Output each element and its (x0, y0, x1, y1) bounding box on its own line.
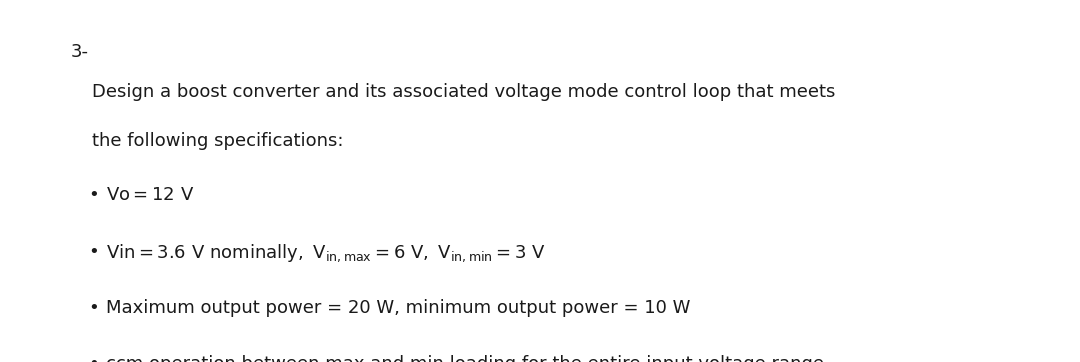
Text: $\mathregular{Vo} = 12\ \mathregular{V}$: $\mathregular{Vo} = 12\ \mathregular{V}$ (106, 186, 194, 205)
Text: Design a boost converter and its associated voltage mode control loop that meets: Design a boost converter and its associa… (92, 83, 835, 101)
Text: •: • (89, 299, 99, 317)
Text: •: • (89, 243, 99, 261)
Text: •: • (89, 186, 99, 205)
Text: ccm operation between max and min loading for the entire input voltage range: ccm operation between max and min loadin… (106, 355, 824, 362)
Text: $\mathregular{Vin} = 3.6\ \mathregular{V\ nominally,\ V}_{\mathregular{in,max}} : $\mathregular{Vin} = 3.6\ \mathregular{V… (106, 243, 545, 264)
Text: 3-: 3- (70, 43, 89, 62)
Text: •: • (89, 355, 99, 362)
Text: the following specifications:: the following specifications: (92, 132, 343, 150)
Text: Maximum output power = 20 W, minimum output power = 10 W: Maximum output power = 20 W, minimum out… (106, 299, 690, 317)
